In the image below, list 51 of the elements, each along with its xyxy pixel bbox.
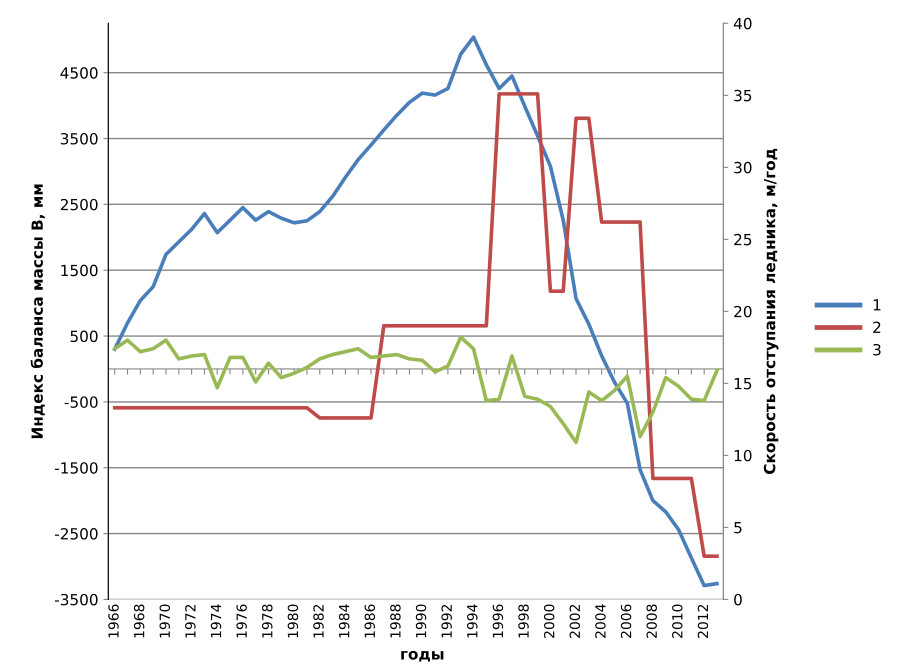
x-tick-label: 2012 xyxy=(698,604,708,638)
y2-tick-label: 0 xyxy=(734,594,742,606)
x-tick-label: 1970 xyxy=(160,604,170,638)
y-axis-title: Индекс баланса массы B, мм xyxy=(30,184,45,438)
x-tick-label: 1980 xyxy=(288,604,298,638)
y-tick-label: 3500 xyxy=(60,132,98,145)
y-tick-label: -1500 xyxy=(54,462,98,474)
legend-label: 1 xyxy=(874,299,880,310)
x-tick-label: 2010 xyxy=(672,604,683,638)
y2-axis-title: Скорость отступания ледника, м/год xyxy=(764,148,778,474)
x-tick-label: 1968 xyxy=(134,604,144,638)
legend-label: 2 xyxy=(873,322,880,333)
line-series xyxy=(112,92,719,558)
x-tick-label: 1988 xyxy=(390,604,401,638)
x-tick-label: 1978 xyxy=(262,604,273,638)
x-tick-label: 2000 xyxy=(544,604,554,638)
y-tick-label: 500 xyxy=(70,330,98,342)
y2-tick-label: 15 xyxy=(734,378,752,390)
x-axis-title: годы xyxy=(401,650,444,662)
x-tick-label: 1992 xyxy=(441,604,452,638)
x-tick-label: 1996 xyxy=(492,604,504,638)
x-tick-label: 1998 xyxy=(518,604,529,638)
x-tick-label: 1972 xyxy=(185,604,196,638)
x-tick-label: 1994 xyxy=(467,604,478,638)
y2-tick-label: 30 xyxy=(734,162,752,174)
y-tick-label: 2500 xyxy=(60,198,98,210)
x-tick-label: 1984 xyxy=(338,604,350,638)
y-tick-label: 1500 xyxy=(61,264,98,276)
x-tick-label: 1974 xyxy=(210,604,222,638)
y-tick-label: -2500 xyxy=(54,528,98,540)
y2-tick-label: 5 xyxy=(734,522,742,534)
x-tick-label: 2006 xyxy=(620,604,632,638)
x-tick-label: 2004 xyxy=(595,604,606,638)
y2-tick-label: 25 xyxy=(734,234,752,246)
y2-tick-label: 40 xyxy=(734,18,752,30)
x-tick-label: 1966 xyxy=(108,604,119,638)
line-series xyxy=(112,35,719,588)
x-tick-label: 2002 xyxy=(570,604,580,638)
y-tick-label: 4500 xyxy=(60,67,98,79)
line-series xyxy=(112,335,719,444)
x-tick-label: 1976 xyxy=(236,604,247,638)
x-tick-label: 1990 xyxy=(416,604,426,638)
x-tick-label: 1986 xyxy=(364,604,376,638)
legend-label: 3 xyxy=(873,344,881,356)
y2-tick-label: 10 xyxy=(734,450,752,462)
y-tick-label: -3500 xyxy=(54,594,98,606)
y2-tick-label: 35 xyxy=(734,90,752,102)
x-tick-label: 2008 xyxy=(646,604,657,638)
y-tick-label: -500 xyxy=(64,396,98,408)
x-tick-label: 1982 xyxy=(313,604,324,638)
y2-tick-label: 20 xyxy=(734,306,752,318)
